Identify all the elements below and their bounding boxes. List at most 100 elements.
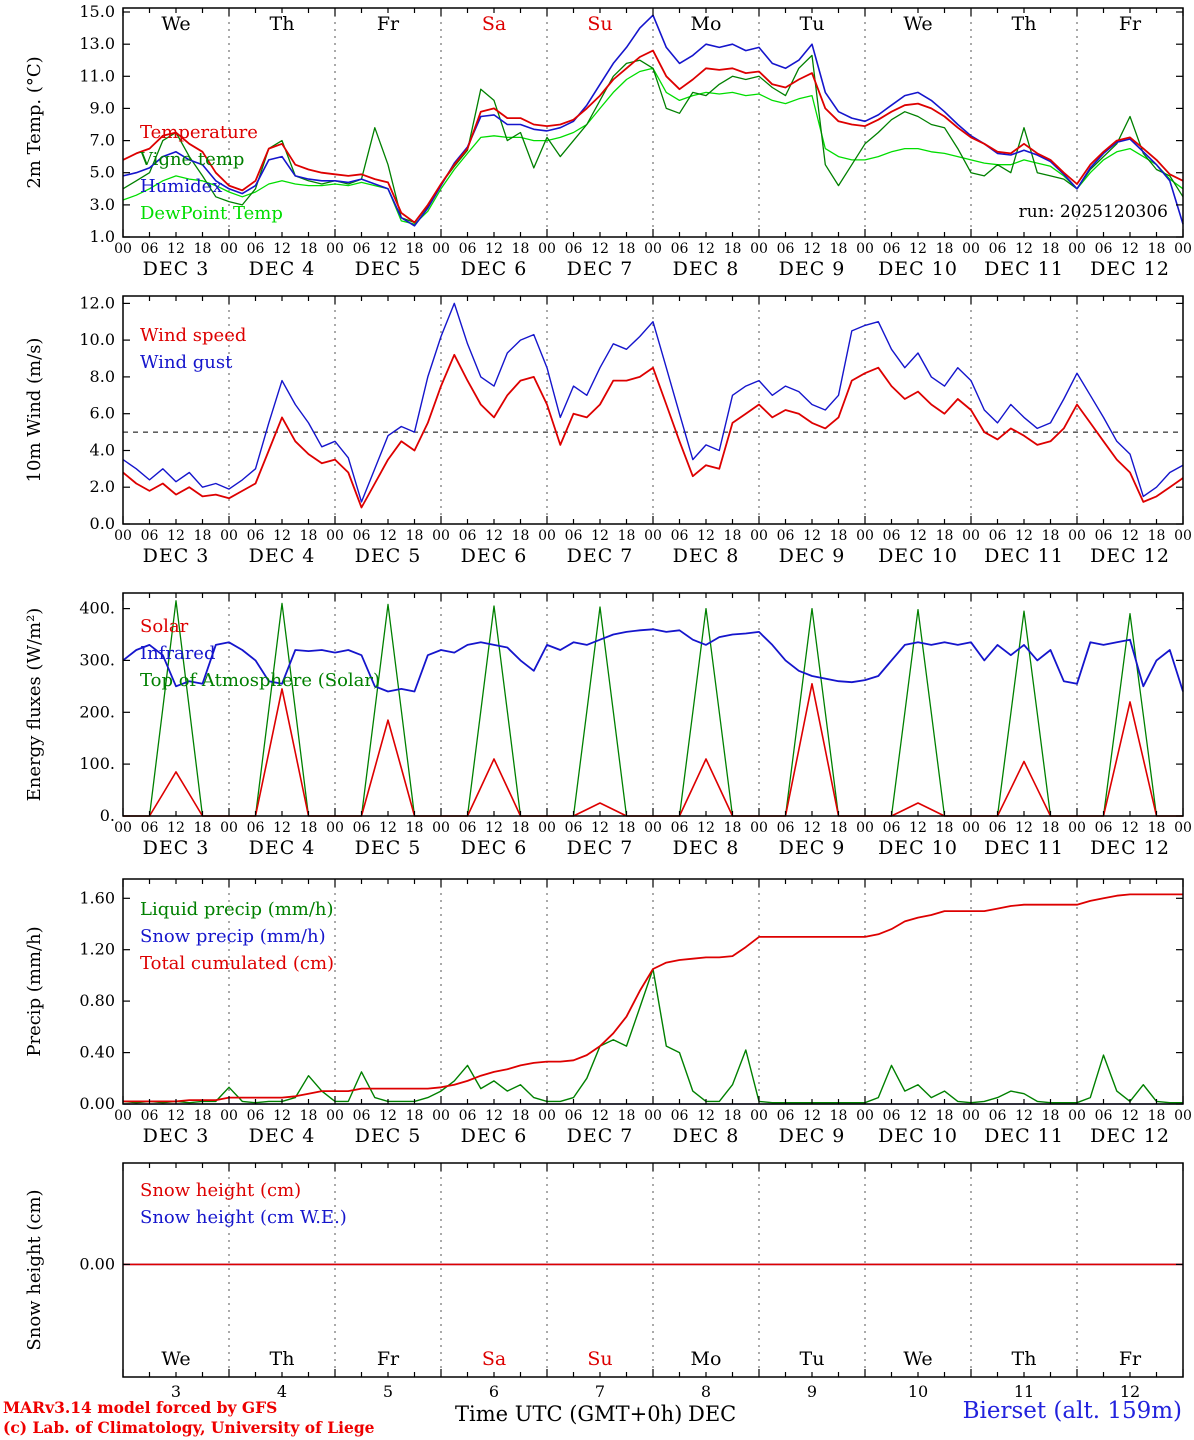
lab-credit-line2: (c) Lab. of Climatology, University of L… xyxy=(3,1418,375,1437)
svg-text:00: 00 xyxy=(114,528,132,544)
svg-text:06: 06 xyxy=(565,528,583,544)
svg-text:8.0: 8.0 xyxy=(90,367,115,386)
svg-text:12: 12 xyxy=(1121,241,1139,257)
svg-text:06: 06 xyxy=(671,241,689,257)
svg-text:06: 06 xyxy=(1095,528,1113,544)
svg-text:00: 00 xyxy=(962,241,980,257)
model-credit-line1: MARv3.14 model forced by GFS xyxy=(3,1398,278,1417)
svg-text:00: 00 xyxy=(1068,1108,1086,1124)
svg-text:100.: 100. xyxy=(79,754,115,773)
svg-text:00: 00 xyxy=(856,241,874,257)
svg-text:DEC 12: DEC 12 xyxy=(1090,837,1170,859)
svg-text:18: 18 xyxy=(406,528,424,544)
svg-text:06: 06 xyxy=(671,528,689,544)
svg-text:6.0: 6.0 xyxy=(90,404,115,423)
svg-text:18: 18 xyxy=(1042,820,1060,836)
svg-text:5.0: 5.0 xyxy=(90,163,115,182)
svg-text:18: 18 xyxy=(1042,528,1060,544)
svg-text:06: 06 xyxy=(247,820,265,836)
svg-text:06: 06 xyxy=(989,241,1007,257)
svg-text:00: 00 xyxy=(220,820,238,836)
svg-text:18: 18 xyxy=(194,1108,212,1124)
svg-text:00: 00 xyxy=(220,241,238,257)
svg-text:18: 18 xyxy=(618,820,636,836)
svg-text:18: 18 xyxy=(830,1108,848,1124)
svg-text:00: 00 xyxy=(538,241,556,257)
svg-text:DEC 9: DEC 9 xyxy=(779,258,846,280)
svg-text:12: 12 xyxy=(909,820,927,836)
svg-text:12: 12 xyxy=(379,528,397,544)
panel-temperature-panel: 00 06 12 18 00 06 12 18 00 06 12 18 00 06 12 18 00 06 12 18… xyxy=(24,2,1192,280)
svg-text:00: 00 xyxy=(326,528,344,544)
weekday-label: Tu xyxy=(800,1348,825,1370)
svg-text:18: 18 xyxy=(1042,241,1060,257)
svg-text:00: 00 xyxy=(220,528,238,544)
svg-text:00: 00 xyxy=(1068,820,1086,836)
svg-text:18: 18 xyxy=(618,528,636,544)
svg-text:06: 06 xyxy=(1095,820,1113,836)
svg-text:12: 12 xyxy=(803,241,821,257)
svg-text:00: 00 xyxy=(220,1108,238,1124)
day-number: 10 xyxy=(908,1382,928,1401)
svg-text:DEC 5: DEC 5 xyxy=(355,545,422,567)
weekday-label: Su xyxy=(587,1348,612,1370)
svg-text:12: 12 xyxy=(1015,241,1033,257)
svg-text:06: 06 xyxy=(565,820,583,836)
svg-text:00: 00 xyxy=(1174,820,1192,836)
svg-text:7.0: 7.0 xyxy=(90,131,115,150)
svg-text:DEC 9: DEC 9 xyxy=(779,545,846,567)
svg-text:18: 18 xyxy=(512,241,530,257)
svg-text:18: 18 xyxy=(300,1108,318,1124)
svg-text:0.00: 0.00 xyxy=(79,1094,115,1113)
svg-text:DEC 6: DEC 6 xyxy=(461,1125,528,1147)
svg-text:12: 12 xyxy=(909,241,927,257)
weekday-label: Th xyxy=(1012,13,1037,35)
weekday-label: Fr xyxy=(1119,13,1142,35)
svg-text:12: 12 xyxy=(167,1108,185,1124)
svg-text:18: 18 xyxy=(406,241,424,257)
svg-text:12: 12 xyxy=(1015,1108,1033,1124)
svg-text:12.0: 12.0 xyxy=(79,293,115,312)
svg-text:DEC 12: DEC 12 xyxy=(1090,1125,1170,1147)
svg-text:DEC 9: DEC 9 xyxy=(779,837,846,859)
svg-text:DEC 4: DEC 4 xyxy=(249,545,316,567)
svg-text:1.60: 1.60 xyxy=(79,888,115,907)
svg-text:1.0: 1.0 xyxy=(90,227,115,246)
svg-text:06: 06 xyxy=(989,528,1007,544)
svg-text:12: 12 xyxy=(485,1108,503,1124)
svg-text:DEC 11: DEC 11 xyxy=(984,545,1064,567)
svg-text:18: 18 xyxy=(1148,241,1166,257)
svg-text:18: 18 xyxy=(936,820,954,836)
svg-text:18: 18 xyxy=(512,820,530,836)
svg-text:06: 06 xyxy=(353,820,371,836)
svg-text:06: 06 xyxy=(353,1108,371,1124)
station-label: Bierset (alt. 159m) xyxy=(962,1398,1182,1424)
svg-text:15.0: 15.0 xyxy=(79,2,115,21)
svg-text:18: 18 xyxy=(618,241,636,257)
svg-text:12: 12 xyxy=(167,241,185,257)
svg-text:0.0: 0.0 xyxy=(90,514,115,533)
day-number: 7 xyxy=(595,1382,605,1401)
svg-text:00: 00 xyxy=(432,528,450,544)
svg-text:00: 00 xyxy=(326,820,344,836)
svg-text:DEC 10: DEC 10 xyxy=(878,1125,958,1147)
series-total-cumulated xyxy=(123,893,1183,1103)
svg-text:12: 12 xyxy=(697,241,715,257)
svg-text:00: 00 xyxy=(432,241,450,257)
series-dewpoint-temp xyxy=(122,67,1184,225)
svg-text:DEC 8: DEC 8 xyxy=(673,1125,740,1147)
svg-text:12: 12 xyxy=(167,528,185,544)
svg-text:18: 18 xyxy=(724,1108,742,1124)
svg-text:12: 12 xyxy=(1015,820,1033,836)
svg-text:06: 06 xyxy=(247,241,265,257)
day-number: 12 xyxy=(1120,1382,1140,1401)
svg-text:00: 00 xyxy=(1068,241,1086,257)
svg-text:DEC 8: DEC 8 xyxy=(673,545,740,567)
svg-text:DEC 9: DEC 9 xyxy=(779,1125,846,1147)
svg-text:12: 12 xyxy=(379,820,397,836)
panel-energy-panel: 00 06 12 18 00 06 12 18 00 06 12 18 00 06 12 18 00 06 12 18… xyxy=(24,592,1192,859)
svg-text:06: 06 xyxy=(247,1108,265,1124)
svg-text:00: 00 xyxy=(962,1108,980,1124)
